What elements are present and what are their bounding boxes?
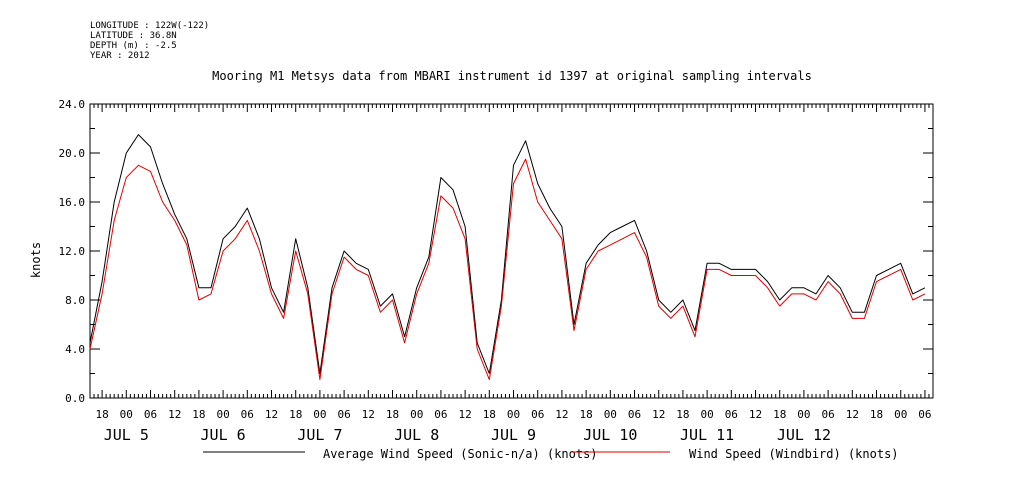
x-tick-label: 00 [604,408,617,421]
x-tick-label: 00 [894,408,907,421]
data-series [89,134,926,381]
latitude-text: LATITUDE : 36.8N [90,31,177,41]
x-tick-label: 00 [797,408,810,421]
x-tick-label: 06 [725,408,738,421]
x-tick-label: 06 [144,408,157,421]
chart-title: Mooring M1 Metsys data from MBARI instru… [212,69,812,83]
x-tick-label: 00 [216,408,229,421]
x-day-label: JUL 10 [583,426,637,444]
x-tick-label: 12 [555,408,568,421]
axis-ticks [89,103,934,399]
legend-label-average: Average Wind Speed (Sonic-n/a) (knots) [323,447,598,461]
y-tick-label: 8.0 [65,294,85,307]
x-tick-label: 18 [773,408,786,421]
x-day-label: JUL 11 [680,426,734,444]
year-text: YEAR : 2012 [90,51,150,61]
x-tick-label: 06 [241,408,254,421]
x-tick-label: 06 [628,408,641,421]
x-tick-label: 18 [870,408,883,421]
x-tick-label: 12 [362,408,375,421]
depth-text: DEPTH (m) : -2.5 [90,41,177,51]
x-tick-label: 00 [120,408,133,421]
x-tick-label: 18 [386,408,399,421]
x-tick-label: 18 [192,408,205,421]
x-tick-label: 18 [95,408,108,421]
x-tick-label: 18 [579,408,592,421]
y-tick-label: 4.0 [65,343,85,356]
x-tick-label: 06 [337,408,350,421]
x-tick-label: 00 [410,408,423,421]
x-tick-label: 06 [531,408,544,421]
y-tick-label: 0.0 [65,392,85,405]
series-line-windbird [89,158,926,381]
x-tick-label: 06 [434,408,447,421]
y-tick-label: 16.0 [59,196,86,209]
x-day-label: JUL 12 [777,426,831,444]
x-tick-label: 12 [652,408,665,421]
x-day-label: JUL 6 [201,426,246,444]
y-axis-label: knots [29,242,43,278]
x-day-labels: JUL 5 JUL 6 JUL 7 JUL 8 JUL 9 JUL 10 JUL 11 JUL… [104,426,831,444]
x-tick-label: 06 [918,408,931,421]
x-tick-label: 12 [168,408,181,421]
y-tick-labels: 0.0 4.0 8.0 12.0 16.0 20.0 24.0 [59,98,86,405]
metadata-block: LONGITUDE : 122W(-122) LATITUDE : 36.8N … [90,21,209,61]
x-day-label: JUL 5 [104,426,149,444]
x-tick-label: 12 [749,408,762,421]
legend-label-windbird: Wind Speed (Windbird) (knots) [689,447,899,461]
x-tick-label: 12 [458,408,471,421]
legend: Average Wind Speed (Sonic-n/a) (knots) W… [203,447,899,461]
x-tick-label: 06 [822,408,835,421]
x-day-label: JUL 8 [394,426,439,444]
x-day-label: JUL 7 [297,426,342,444]
longitude-text: LONGITUDE : 122W(-122) [90,21,210,31]
x-tick-label: 12 [846,408,859,421]
x-tick-label: 18 [483,408,496,421]
x-tick-label: 00 [700,408,713,421]
x-tick-label: 18 [676,408,689,421]
x-tick-label: 00 [507,408,520,421]
plot-frame [89,103,934,399]
x-tick-label: 12 [265,408,278,421]
x-day-label: JUL 9 [491,426,536,444]
series-line-average-wind [89,134,926,374]
y-tick-label: 20.0 [59,147,86,160]
x-tick-labels: 18 00 06 12 18 00 06 12 18 00 06 12 18 00 06 12 18 00 06 12… [95,408,931,421]
y-tick-label: 24.0 [59,98,86,111]
y-tick-label: 12.0 [59,245,86,258]
x-tick-label: 18 [289,408,302,421]
x-tick-label: 00 [313,408,326,421]
